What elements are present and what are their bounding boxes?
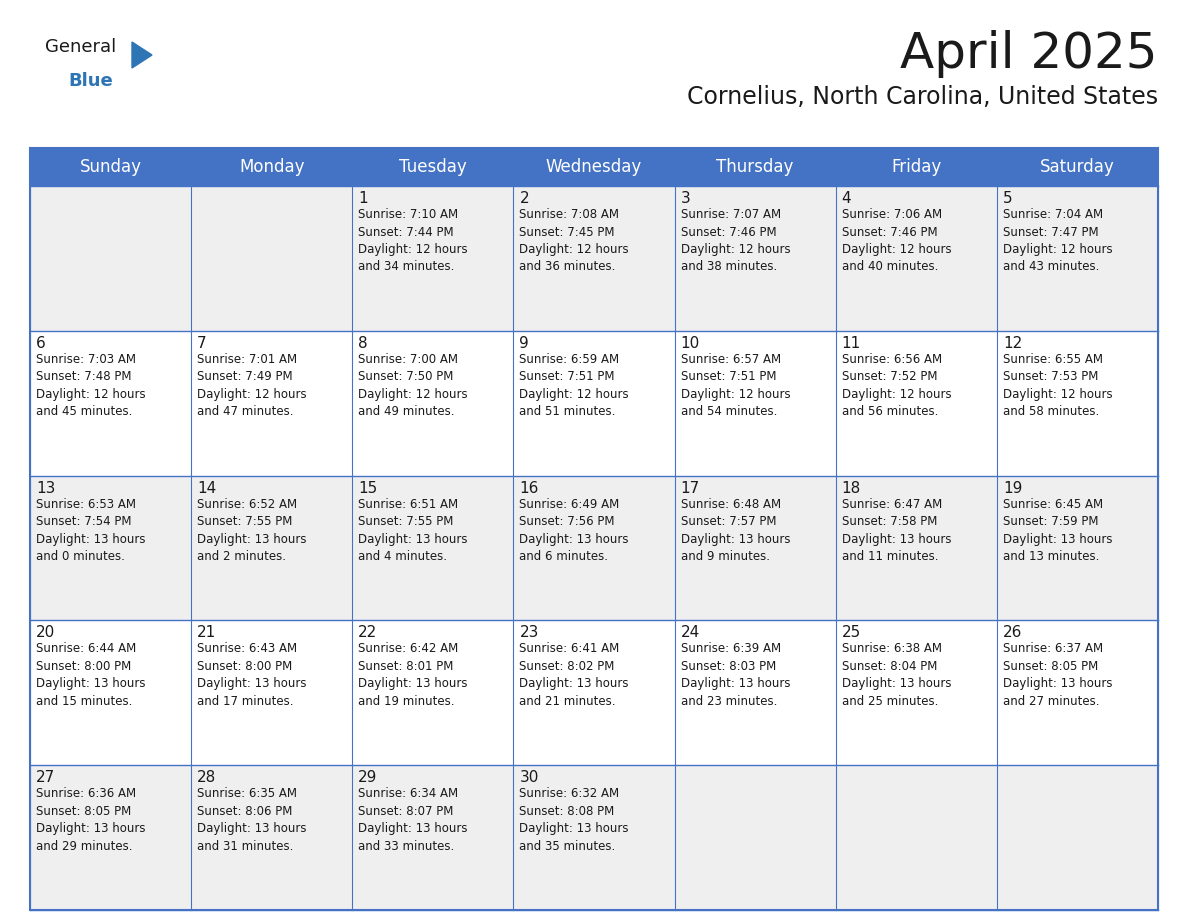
Text: General: General <box>45 38 116 56</box>
Text: Sunrise: 6:37 AM
Sunset: 8:05 PM
Daylight: 13 hours
and 27 minutes.: Sunrise: 6:37 AM Sunset: 8:05 PM Dayligh… <box>1003 643 1112 708</box>
Text: Sunrise: 7:01 AM
Sunset: 7:49 PM
Daylight: 12 hours
and 47 minutes.: Sunrise: 7:01 AM Sunset: 7:49 PM Dayligh… <box>197 353 307 419</box>
Text: Thursday: Thursday <box>716 158 794 176</box>
Text: Sunrise: 7:03 AM
Sunset: 7:48 PM
Daylight: 12 hours
and 45 minutes.: Sunrise: 7:03 AM Sunset: 7:48 PM Dayligh… <box>36 353 146 419</box>
Text: 19: 19 <box>1003 481 1022 496</box>
Bar <box>30 148 1158 910</box>
Text: Sunrise: 6:56 AM
Sunset: 7:52 PM
Daylight: 12 hours
and 56 minutes.: Sunrise: 6:56 AM Sunset: 7:52 PM Dayligh… <box>842 353 952 419</box>
Text: Sunrise: 6:53 AM
Sunset: 7:54 PM
Daylight: 13 hours
and 0 minutes.: Sunrise: 6:53 AM Sunset: 7:54 PM Dayligh… <box>36 498 145 563</box>
Text: 1: 1 <box>359 191 368 206</box>
Text: Sunrise: 6:55 AM
Sunset: 7:53 PM
Daylight: 12 hours
and 58 minutes.: Sunrise: 6:55 AM Sunset: 7:53 PM Dayligh… <box>1003 353 1112 419</box>
Text: Sunrise: 7:04 AM
Sunset: 7:47 PM
Daylight: 12 hours
and 43 minutes.: Sunrise: 7:04 AM Sunset: 7:47 PM Dayligh… <box>1003 208 1112 274</box>
Text: 7: 7 <box>197 336 207 351</box>
Text: 5: 5 <box>1003 191 1012 206</box>
Text: Monday: Monday <box>239 158 304 176</box>
Text: Sunrise: 6:57 AM
Sunset: 7:51 PM
Daylight: 12 hours
and 54 minutes.: Sunrise: 6:57 AM Sunset: 7:51 PM Dayligh… <box>681 353 790 419</box>
Text: Tuesday: Tuesday <box>399 158 467 176</box>
Bar <box>353 148 513 186</box>
Text: 21: 21 <box>197 625 216 641</box>
Text: 29: 29 <box>359 770 378 785</box>
Text: 26: 26 <box>1003 625 1022 641</box>
Text: Sunrise: 6:52 AM
Sunset: 7:55 PM
Daylight: 13 hours
and 2 minutes.: Sunrise: 6:52 AM Sunset: 7:55 PM Dayligh… <box>197 498 307 563</box>
Text: 28: 28 <box>197 770 216 785</box>
Text: 10: 10 <box>681 336 700 351</box>
Text: 14: 14 <box>197 481 216 496</box>
Text: Sunrise: 6:47 AM
Sunset: 7:58 PM
Daylight: 13 hours
and 11 minutes.: Sunrise: 6:47 AM Sunset: 7:58 PM Dayligh… <box>842 498 952 563</box>
Text: Blue: Blue <box>68 72 113 90</box>
Bar <box>191 148 353 186</box>
Text: Sunrise: 6:51 AM
Sunset: 7:55 PM
Daylight: 13 hours
and 4 minutes.: Sunrise: 6:51 AM Sunset: 7:55 PM Dayligh… <box>359 498 468 563</box>
Bar <box>30 621 1158 766</box>
Bar <box>30 766 1158 910</box>
Text: Sunrise: 6:48 AM
Sunset: 7:57 PM
Daylight: 13 hours
and 9 minutes.: Sunrise: 6:48 AM Sunset: 7:57 PM Dayligh… <box>681 498 790 563</box>
Text: Sunrise: 7:08 AM
Sunset: 7:45 PM
Daylight: 12 hours
and 36 minutes.: Sunrise: 7:08 AM Sunset: 7:45 PM Dayligh… <box>519 208 630 274</box>
Text: Sunrise: 6:44 AM
Sunset: 8:00 PM
Daylight: 13 hours
and 15 minutes.: Sunrise: 6:44 AM Sunset: 8:00 PM Dayligh… <box>36 643 145 708</box>
Text: Sunrise: 6:34 AM
Sunset: 8:07 PM
Daylight: 13 hours
and 33 minutes.: Sunrise: 6:34 AM Sunset: 8:07 PM Dayligh… <box>359 788 468 853</box>
Text: Sunrise: 6:36 AM
Sunset: 8:05 PM
Daylight: 13 hours
and 29 minutes.: Sunrise: 6:36 AM Sunset: 8:05 PM Dayligh… <box>36 788 145 853</box>
Text: 3: 3 <box>681 191 690 206</box>
Bar <box>513 148 675 186</box>
Bar <box>835 148 997 186</box>
Text: 23: 23 <box>519 625 539 641</box>
Text: Sunday: Sunday <box>80 158 141 176</box>
Bar <box>30 186 1158 330</box>
Bar <box>675 148 835 186</box>
Text: Wednesday: Wednesday <box>545 158 643 176</box>
Text: 15: 15 <box>359 481 378 496</box>
Text: 25: 25 <box>842 625 861 641</box>
Text: 16: 16 <box>519 481 539 496</box>
Text: Sunrise: 6:41 AM
Sunset: 8:02 PM
Daylight: 13 hours
and 21 minutes.: Sunrise: 6:41 AM Sunset: 8:02 PM Dayligh… <box>519 643 628 708</box>
Text: Sunrise: 7:00 AM
Sunset: 7:50 PM
Daylight: 12 hours
and 49 minutes.: Sunrise: 7:00 AM Sunset: 7:50 PM Dayligh… <box>359 353 468 419</box>
Text: 9: 9 <box>519 336 529 351</box>
Text: Sunrise: 7:10 AM
Sunset: 7:44 PM
Daylight: 12 hours
and 34 minutes.: Sunrise: 7:10 AM Sunset: 7:44 PM Dayligh… <box>359 208 468 274</box>
Text: 6: 6 <box>36 336 46 351</box>
Text: 8: 8 <box>359 336 368 351</box>
Text: Sunrise: 6:32 AM
Sunset: 8:08 PM
Daylight: 13 hours
and 35 minutes.: Sunrise: 6:32 AM Sunset: 8:08 PM Dayligh… <box>519 788 628 853</box>
Text: 24: 24 <box>681 625 700 641</box>
Text: Sunrise: 6:43 AM
Sunset: 8:00 PM
Daylight: 13 hours
and 17 minutes.: Sunrise: 6:43 AM Sunset: 8:00 PM Dayligh… <box>197 643 307 708</box>
Text: 22: 22 <box>359 625 378 641</box>
Text: 27: 27 <box>36 770 56 785</box>
Bar <box>997 148 1158 186</box>
Text: Sunrise: 6:49 AM
Sunset: 7:56 PM
Daylight: 13 hours
and 6 minutes.: Sunrise: 6:49 AM Sunset: 7:56 PM Dayligh… <box>519 498 628 563</box>
Text: Sunrise: 7:07 AM
Sunset: 7:46 PM
Daylight: 12 hours
and 38 minutes.: Sunrise: 7:07 AM Sunset: 7:46 PM Dayligh… <box>681 208 790 274</box>
Text: 2: 2 <box>519 191 529 206</box>
Text: 11: 11 <box>842 336 861 351</box>
Text: Sunrise: 6:42 AM
Sunset: 8:01 PM
Daylight: 13 hours
and 19 minutes.: Sunrise: 6:42 AM Sunset: 8:01 PM Dayligh… <box>359 643 468 708</box>
Text: Sunrise: 6:59 AM
Sunset: 7:51 PM
Daylight: 12 hours
and 51 minutes.: Sunrise: 6:59 AM Sunset: 7:51 PM Dayligh… <box>519 353 630 419</box>
Bar <box>30 330 1158 476</box>
Text: Sunrise: 7:06 AM
Sunset: 7:46 PM
Daylight: 12 hours
and 40 minutes.: Sunrise: 7:06 AM Sunset: 7:46 PM Dayligh… <box>842 208 952 274</box>
Text: 20: 20 <box>36 625 56 641</box>
Text: 17: 17 <box>681 481 700 496</box>
Text: 30: 30 <box>519 770 539 785</box>
Text: April 2025: April 2025 <box>901 30 1158 78</box>
Polygon shape <box>132 42 152 68</box>
Text: Sunrise: 6:35 AM
Sunset: 8:06 PM
Daylight: 13 hours
and 31 minutes.: Sunrise: 6:35 AM Sunset: 8:06 PM Dayligh… <box>197 788 307 853</box>
Text: Saturday: Saturday <box>1040 158 1114 176</box>
Text: 18: 18 <box>842 481 861 496</box>
Bar <box>30 476 1158 621</box>
Text: Sunrise: 6:38 AM
Sunset: 8:04 PM
Daylight: 13 hours
and 25 minutes.: Sunrise: 6:38 AM Sunset: 8:04 PM Dayligh… <box>842 643 952 708</box>
Text: 13: 13 <box>36 481 56 496</box>
Text: Friday: Friday <box>891 158 941 176</box>
Bar <box>30 148 191 186</box>
Text: 12: 12 <box>1003 336 1022 351</box>
Text: Sunrise: 6:45 AM
Sunset: 7:59 PM
Daylight: 13 hours
and 13 minutes.: Sunrise: 6:45 AM Sunset: 7:59 PM Dayligh… <box>1003 498 1112 563</box>
Text: 4: 4 <box>842 191 852 206</box>
Text: Sunrise: 6:39 AM
Sunset: 8:03 PM
Daylight: 13 hours
and 23 minutes.: Sunrise: 6:39 AM Sunset: 8:03 PM Dayligh… <box>681 643 790 708</box>
Text: Cornelius, North Carolina, United States: Cornelius, North Carolina, United States <box>687 85 1158 109</box>
